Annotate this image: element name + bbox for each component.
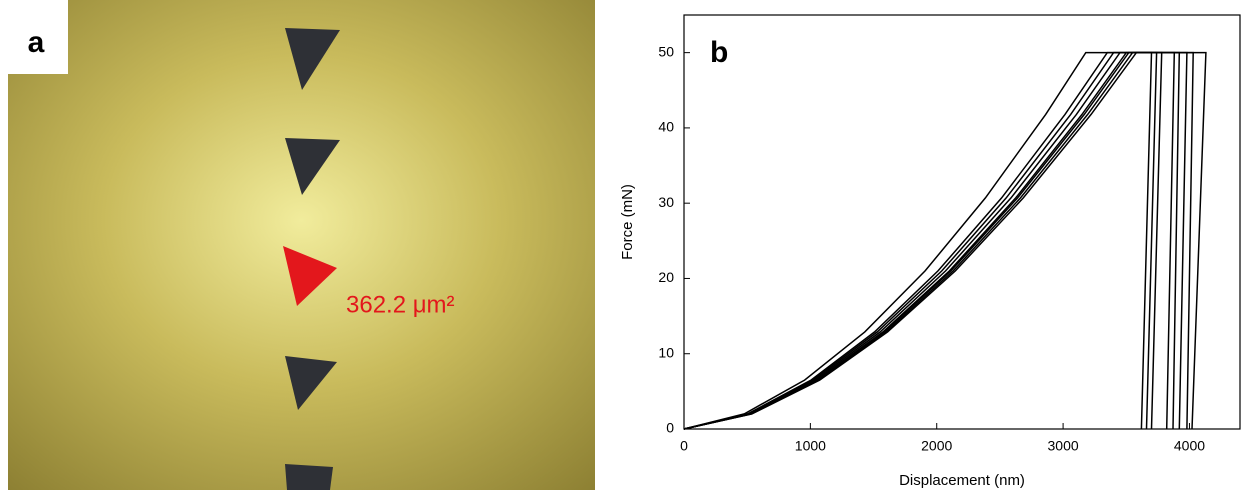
y-tick-label: 0	[666, 420, 674, 436]
x-tick-label: 3000	[1048, 438, 1079, 454]
curve	[683, 51, 1181, 430]
curve	[683, 51, 1194, 430]
curve	[683, 51, 1163, 430]
plot-frame	[683, 14, 1241, 430]
photo-panel: a 362.2 μm²	[8, 0, 595, 490]
x-tick-label: 4000	[1174, 438, 1205, 454]
x-tick-label: 1000	[795, 438, 826, 454]
x-tick-label: 0	[680, 438, 688, 454]
indent	[285, 28, 340, 90]
chart: 0 1000 2000 3000 4000 0 10 20 30 40 50 Displacement…	[619, 14, 1241, 489]
curve	[683, 51, 1207, 430]
y-tick-label: 40	[658, 119, 674, 135]
label-box	[8, 0, 68, 74]
y-tick-label: 30	[658, 194, 674, 210]
y-tick-label: 10	[658, 344, 674, 360]
annotation: 362.2 μm²	[346, 291, 455, 318]
x-axis-label: Displacement (nm)	[899, 472, 1025, 489]
curve	[683, 51, 1153, 430]
y-axis-label: Force (mN)	[619, 184, 636, 260]
y-tick-label: 50	[658, 43, 674, 59]
indent-highlight	[283, 246, 337, 306]
panel-label: a	[28, 26, 45, 59]
indent	[285, 464, 333, 490]
y-tick-label: 20	[658, 269, 674, 285]
x-tick-label: 2000	[921, 438, 952, 454]
indent	[285, 138, 340, 195]
curve	[683, 51, 1188, 430]
curve	[683, 51, 1176, 430]
indent	[285, 356, 337, 410]
panel-label: b	[710, 36, 728, 69]
